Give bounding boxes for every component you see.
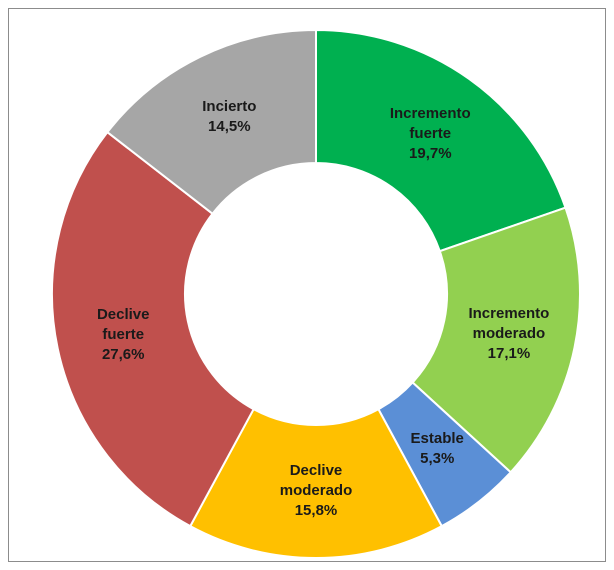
value-label: 14,5% xyxy=(208,118,251,136)
slice-label: Incremento fuerte 19,7% xyxy=(390,104,471,164)
category-name: Incremento fuerte xyxy=(389,104,471,142)
donut-slice xyxy=(51,130,255,528)
donut-slice xyxy=(411,206,581,474)
category-name: Declive moderado xyxy=(279,462,353,499)
category-name: Incremento moderado xyxy=(468,304,550,342)
slice-label: Incierto 14,5% xyxy=(202,97,256,137)
donut-slice xyxy=(188,407,444,560)
value-label: 27,6% xyxy=(101,345,145,363)
category-name: Declive fuerte xyxy=(96,305,150,343)
slice-label: Estable 5,3% xyxy=(411,429,464,469)
slice-label: Declive fuerte 27,6% xyxy=(97,305,150,365)
donut-slice xyxy=(315,28,567,253)
category-name: Incierto xyxy=(202,98,257,116)
slice-label: Incremento moderado 17,1% xyxy=(468,304,549,364)
value-label: 19,7% xyxy=(409,144,452,162)
value-label: 5,3% xyxy=(420,450,455,468)
value-label: 15,8% xyxy=(294,502,338,519)
donut-slice xyxy=(105,28,317,216)
slice-label: Declive moderado 15,8% xyxy=(280,461,353,521)
value-label: 17,1% xyxy=(487,344,531,362)
category-name: Estable xyxy=(410,430,464,448)
